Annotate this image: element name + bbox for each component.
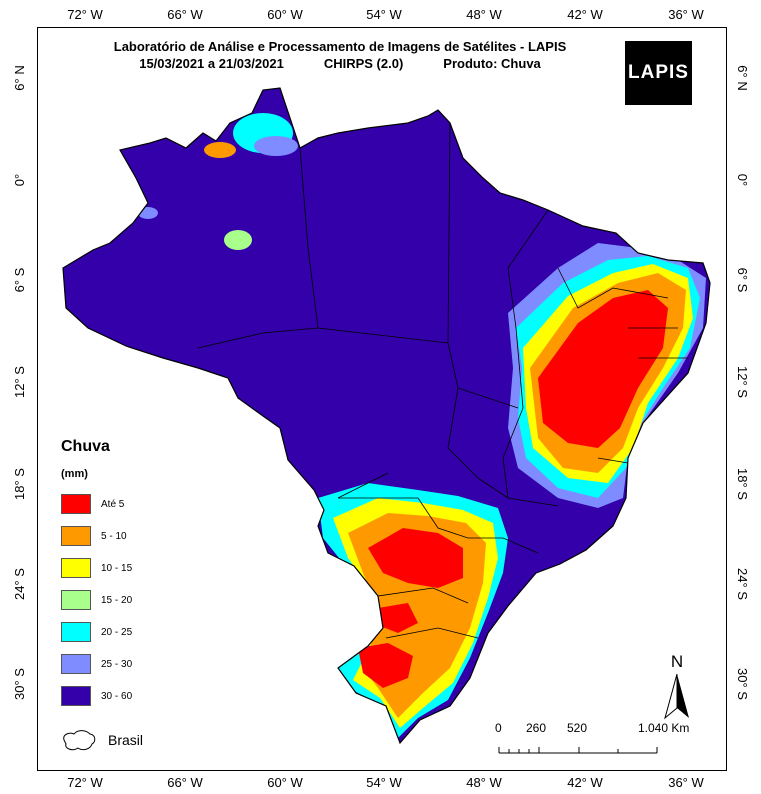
lat-tick-left: 6° N [12,65,27,91]
logo-text: LAPIS [628,62,689,83]
brasil-outline-icon [63,730,96,751]
legend-swatch [61,590,91,610]
title-dataset: CHIRPS (2.0) [323,56,404,71]
legend-label: 5 - 10 [101,530,127,542]
title-line1: Laboratório de Análise e Processamento d… [113,39,567,54]
scale-ruler [498,747,658,754]
lapis-logo: LAPIS [625,41,692,105]
lat-tick-left: 12° S [12,366,27,398]
lat-tick-right: 0° [735,173,750,187]
lat-tick-right: 30° S [735,668,750,700]
lon-tick-bottom: 42° W [567,775,603,790]
lon-tick-top: 60° W [267,7,303,22]
lat-tick-right: 18° S [735,468,750,500]
legend-item: 15 - 20 [61,584,132,616]
scale-label: 1.040 Km [638,721,690,735]
brasil-legend: Brasil [60,726,143,754]
legend-item: 25 - 30 [61,648,132,680]
legend-swatch [61,654,91,674]
lon-tick-top: 54° W [366,7,402,22]
legend-label: 25 - 30 [101,658,133,670]
lon-tick-bottom: 54° W [366,775,402,790]
legend-label: 15 - 20 [101,594,133,606]
title-period: 15/03/2021 a 21/03/2021 [139,56,284,71]
north-letter: N [670,652,684,671]
lat-tick-left: 18° S [12,468,27,500]
lat-tick-left: 0° [12,173,27,187]
legend-label: 30 - 60 [101,690,133,702]
legend-item: 5 - 10 [61,520,132,552]
legend-swatch [61,686,91,706]
lat-tick-right: 6° S [735,267,750,293]
legend-item: 30 - 60 [61,680,132,712]
title-product: Produto: Chuva [443,56,541,71]
north-arrow-icon [664,673,689,720]
north-arrow: N [662,652,692,727]
scale-label: 260 [526,721,547,735]
map-title: Laboratório de Análise e Processamento d… [60,38,620,72]
legend-swatch [61,558,91,578]
lon-tick-top: 42° W [567,7,603,22]
legend-item: 20 - 25 [61,616,132,648]
lat-tick-right: 6° N [735,65,750,91]
lon-tick-top: 36° W [668,7,704,22]
legend-unit: (mm) [61,468,88,480]
lon-tick-bottom: 66° W [167,775,203,790]
lon-tick-top: 48° W [466,7,502,22]
map-frame: Laboratório de Análise e Processamento d… [37,27,727,771]
lon-tick-bottom: 36° W [668,775,704,790]
lat-tick-left: 24° S [12,568,27,600]
legend-swatch [61,622,91,642]
brasil-label: Brasil [108,732,144,748]
legend: Chuva (mm) Até 5 5 - 10 10 - 15 15 - 20 … [61,438,132,712]
lon-tick-bottom: 72° W [67,775,103,790]
scale-bar: 0 260 520 1.040 Km [493,721,689,764]
scale-label: 0 [495,721,502,735]
legend-item: Até 5 [61,488,132,520]
legend-swatch [61,494,91,514]
lat-tick-left: 30° S [12,668,27,700]
legend-title: Chuva [61,438,110,455]
lat-tick-right: 24° S [735,568,750,600]
scale-label: 520 [567,721,588,735]
legend-item: 10 - 15 [61,552,132,584]
legend-label: Até 5 [101,498,125,510]
lat-tick-left: 6° S [12,267,27,293]
lon-tick-top: 66° W [167,7,203,22]
rainfall-map [62,87,711,745]
legend-label: 20 - 25 [101,626,133,638]
legend-swatch [61,526,91,546]
scale-labels: 0 260 520 1.040 Km [493,721,689,737]
lon-tick-bottom: 48° W [466,775,502,790]
legend-label: 10 - 15 [101,562,133,574]
lon-tick-bottom: 60° W [267,775,303,790]
lat-tick-right: 12° S [735,366,750,398]
lon-tick-top: 72° W [67,7,103,22]
title-line2: 15/03/2021 a 21/03/2021 CHIRPS (2.0) Pro… [60,55,620,72]
